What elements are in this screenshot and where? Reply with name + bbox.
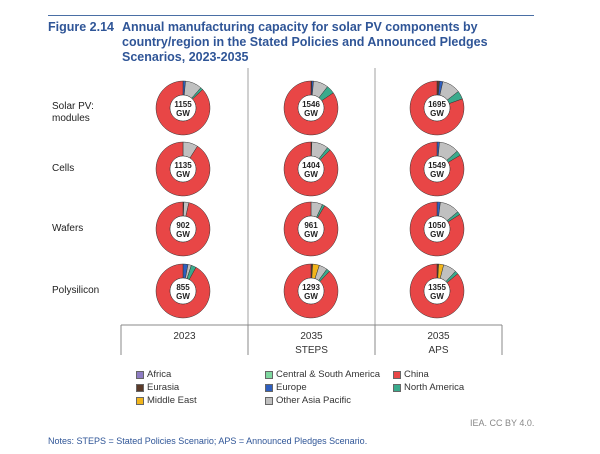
legend-label: Other Asia Pacific (276, 395, 351, 406)
col-label-aps-year: 2035 (427, 331, 450, 342)
donut-unit-label: GW (176, 109, 190, 118)
donut-hole (423, 94, 451, 122)
legend-label: Europe (276, 382, 307, 393)
row-label-polysilicon: Polysilicon (52, 285, 100, 296)
donut-unit-label: GW (430, 292, 444, 301)
legend-swatch (393, 383, 401, 392)
legend-swatch (265, 396, 273, 405)
donut-hole (423, 155, 451, 183)
donut-total-label: 902 (176, 221, 190, 230)
row-label-cells: Cells (52, 163, 75, 174)
legend-item: Africa (136, 369, 171, 380)
legend-label: Africa (147, 369, 172, 380)
donut-unit-label: GW (304, 292, 318, 301)
legend-item: China (393, 369, 429, 380)
donut-total-label: 855 (176, 283, 190, 292)
row-label-modules: Solar PV: modules (52, 101, 94, 124)
donut-hole (169, 94, 197, 122)
col-label-steps-year: 2035 (300, 331, 323, 342)
donut-total-label: 1546 (302, 100, 320, 109)
donut-hole (297, 215, 325, 243)
donut-total-label: 1135 (174, 161, 192, 170)
legend-label: Central & South America (276, 369, 381, 380)
col-label-steps: STEPS (295, 345, 328, 356)
donut-hole (297, 277, 325, 305)
donut-hole (297, 155, 325, 183)
donut-unit-label: GW (430, 109, 444, 118)
donut-total-label: 961 (304, 221, 318, 230)
legend-item: Middle East (136, 395, 197, 406)
figure-label: Figure 2.14 (48, 20, 114, 34)
donut-hole (423, 277, 451, 305)
donut-hole (423, 215, 451, 243)
legend-swatch (265, 383, 273, 392)
donut-total-label: 1155 (174, 100, 192, 109)
donut-total-label: 1355 (428, 283, 446, 292)
donut-hole (169, 215, 197, 243)
legend-swatch (136, 370, 144, 379)
donut-unit-label: GW (176, 170, 190, 179)
col-label-aps: APS (428, 345, 449, 356)
legend-label: North America (404, 382, 465, 393)
donut-hole (297, 94, 325, 122)
legend-item: Other Asia Pacific (265, 395, 351, 406)
legend-swatch (393, 370, 401, 379)
donut-unit-label: GW (176, 292, 190, 301)
legend-label: Eurasia (147, 382, 180, 393)
donut-total-label: 1293 (302, 283, 320, 292)
credit: IEA. CC BY 4.0. (470, 418, 535, 428)
donut-total-label: 1695 (428, 100, 446, 109)
col-label-2023: 2023 (173, 331, 196, 342)
legend-swatch (136, 396, 144, 405)
legend-swatch (265, 370, 273, 379)
legend-item: Eurasia (136, 382, 179, 393)
legend-label: China (404, 369, 429, 380)
chart-title: Annual manufacturing capacity for solar … (122, 20, 488, 64)
donut-unit-label: GW (430, 170, 444, 179)
donut-total-label: 1050 (428, 221, 446, 230)
donut-unit-label: GW (304, 109, 318, 118)
donut-unit-label: GW (304, 170, 318, 179)
row-label-wafers: Wafers (52, 223, 84, 234)
donut-unit-label: GW (176, 230, 190, 239)
donut-hole (169, 155, 197, 183)
legend-item: North America (393, 382, 464, 393)
donut-total-label: 1404 (302, 161, 320, 170)
legend-item: Europe (265, 382, 307, 393)
donut-unit-label: GW (430, 230, 444, 239)
top-rule (48, 15, 534, 16)
donut-unit-label: GW (304, 230, 318, 239)
legend-swatch (136, 383, 144, 392)
legend-label: Middle East (147, 395, 197, 406)
legend-item: Central & South America (265, 369, 380, 380)
donut-hole (169, 277, 197, 305)
donut-total-label: 1549 (428, 161, 446, 170)
notes: Notes: STEPS = Stated Policies Scenario;… (48, 436, 368, 446)
